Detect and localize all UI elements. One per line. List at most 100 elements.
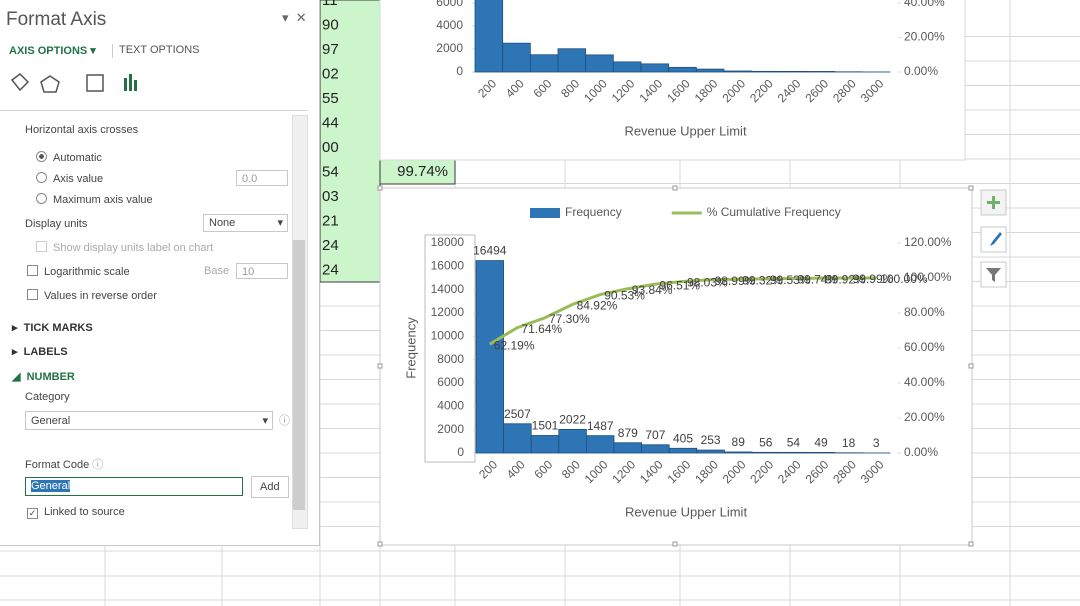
divider bbox=[0, 110, 308, 111]
style-button[interactable] bbox=[980, 226, 1007, 253]
y-axis-title: Frequency bbox=[403, 317, 418, 379]
chart-area[interactable] bbox=[379, 187, 973, 546]
radio[interactable]: Automatic bbox=[36, 151, 102, 164]
radio-label: Automatic bbox=[53, 152, 102, 164]
tab[interactable]: TEXT OPTIONS bbox=[119, 44, 200, 56]
data-label: 93.84% bbox=[632, 283, 673, 297]
plus-icon bbox=[987, 196, 1000, 209]
y-tick-label: 4000 bbox=[436, 18, 463, 32]
data-label: 98.03% bbox=[687, 276, 728, 290]
checkbox[interactable]: ✓ Linked to source bbox=[27, 506, 125, 519]
data-label: 2022 bbox=[559, 413, 586, 427]
y-tick-label: 2000 bbox=[437, 422, 464, 436]
panel-controls[interactable]: ▾ ✕ bbox=[282, 10, 307, 25]
y-tick-label: 18000 bbox=[431, 235, 465, 249]
section-label: TICK MARKS bbox=[23, 322, 93, 334]
bar bbox=[806, 452, 836, 454]
selected-text: General bbox=[31, 480, 71, 492]
bar bbox=[613, 442, 643, 454]
heading: Horizontal axis crosses bbox=[25, 124, 139, 136]
data-label: 84.92% bbox=[577, 299, 618, 313]
effects-icon[interactable] bbox=[40, 75, 60, 93]
cell-text: 44 bbox=[322, 114, 339, 131]
base-input[interactable]: 10 bbox=[236, 263, 288, 279]
y2-tick-label: 60.00% bbox=[904, 340, 945, 354]
section[interactable]: ▸ LABELS bbox=[12, 346, 68, 358]
panel-title: Format Axis bbox=[6, 9, 107, 30]
checkbox: Show display units label on chart bbox=[36, 241, 213, 254]
axis-options-icon[interactable] bbox=[124, 74, 137, 91]
bar bbox=[724, 451, 753, 454]
category-icons bbox=[10, 73, 137, 93]
y2-tick-label: 40.00% bbox=[904, 0, 945, 9]
y2-tick-label: 40.00% bbox=[904, 375, 945, 389]
data-label: 56 bbox=[759, 436, 773, 450]
cell-text: 24 bbox=[322, 261, 339, 278]
cell-text: 00 bbox=[322, 139, 339, 156]
bar bbox=[612, 61, 642, 73]
y2-tick-label: 0.00% bbox=[904, 445, 938, 459]
checkbox[interactable]: Values in reverse order bbox=[27, 289, 157, 302]
label: Display units bbox=[25, 218, 88, 230]
filter-button[interactable] bbox=[980, 261, 1007, 288]
checkbox-label: Values in reverse order bbox=[44, 290, 157, 302]
select-value: General bbox=[31, 415, 71, 427]
y-tick-label: 6000 bbox=[437, 375, 464, 389]
data-label: 100.00% bbox=[880, 272, 928, 286]
axis-value-input[interactable]: 0.0 bbox=[236, 170, 288, 186]
bar bbox=[641, 444, 670, 454]
bar bbox=[474, 0, 504, 73]
bar bbox=[751, 451, 781, 454]
chart-buttons[interactable] bbox=[980, 189, 1007, 288]
category-select[interactable]: General ▾ bbox=[25, 411, 273, 430]
data-label: 253 bbox=[701, 433, 721, 447]
legend-label: % Cumulative Frequency bbox=[707, 205, 841, 219]
format-code-input[interactable]: General bbox=[25, 477, 243, 496]
y2-tick-label: 0.00% bbox=[904, 64, 938, 78]
tab[interactable]: AXIS OPTIONS ▾ bbox=[9, 45, 96, 57]
tab-label: AXIS OPTIONS bbox=[9, 45, 88, 57]
data-label: 89 bbox=[732, 435, 746, 449]
axis-selection[interactable] bbox=[424, 234, 476, 463]
y2-tick-label: 120.00% bbox=[904, 235, 952, 249]
fill-icon[interactable] bbox=[10, 73, 30, 92]
data-label: 77.30% bbox=[549, 312, 590, 326]
cell-text: 55 bbox=[322, 90, 339, 107]
data-label: 90.53% bbox=[604, 289, 645, 303]
select-value: None bbox=[209, 217, 236, 229]
size-icon[interactable] bbox=[86, 74, 104, 92]
cell-text: 24 bbox=[322, 237, 339, 254]
display-units-select[interactable]: None ▾ bbox=[203, 214, 288, 232]
filter-icon bbox=[986, 268, 1001, 282]
y-tick-label: 14000 bbox=[431, 282, 465, 296]
radio[interactable]: Maximum axis value bbox=[36, 193, 153, 206]
section-label: LABELS bbox=[23, 346, 68, 358]
bar bbox=[779, 451, 808, 454]
cell-text: 11 bbox=[322, 0, 338, 9]
green-cells bbox=[319, 0, 381, 283]
scroll-thumb[interactable] bbox=[293, 240, 305, 510]
checkbox[interactable]: Logarithmic scale bbox=[27, 265, 130, 278]
radio[interactable]: Axis value bbox=[36, 172, 103, 185]
section[interactable]: ▸ TICK MARKS bbox=[12, 322, 93, 334]
data-label: 99.74% bbox=[797, 273, 838, 287]
bar bbox=[557, 48, 587, 73]
section[interactable]: ◢ NUMBER bbox=[12, 371, 75, 383]
y-tick-label: 12000 bbox=[431, 305, 465, 319]
x-axis-title: Revenue Upper Limit bbox=[624, 123, 747, 138]
legend-label: Frequency bbox=[565, 205, 622, 219]
data-label: 99.99% bbox=[853, 272, 894, 286]
data-label: 98.99% bbox=[715, 274, 756, 288]
bar bbox=[640, 63, 670, 73]
y2-tick-label: 20.00% bbox=[904, 410, 945, 424]
radio-label: Axis value bbox=[53, 173, 104, 185]
bar bbox=[503, 423, 532, 454]
x-axis-title: Revenue Upper Limit bbox=[625, 504, 748, 519]
checkbox-label: Linked to source bbox=[44, 506, 125, 518]
checkbox-label: Show display units label on chart bbox=[53, 242, 214, 254]
data-label: 49 bbox=[814, 436, 828, 450]
bar bbox=[586, 435, 615, 454]
cell-text: 99.74% bbox=[397, 163, 448, 180]
add-button[interactable]: Add bbox=[251, 476, 289, 498]
